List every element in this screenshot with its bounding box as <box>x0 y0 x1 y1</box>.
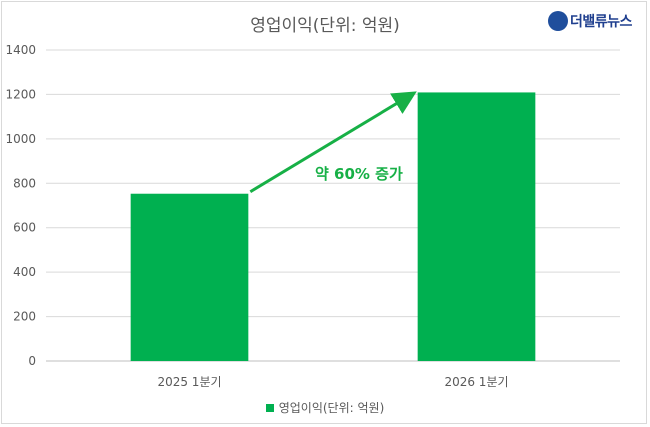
legend-swatch <box>265 403 274 412</box>
x-tick-label: 2026 1분기 <box>444 375 508 389</box>
bar <box>130 193 249 361</box>
bar <box>417 92 536 361</box>
brand-logo: 더밸류뉴스 <box>548 9 632 33</box>
logo-icon <box>548 11 568 31</box>
legend-label: 영업이익(단위: 억원) <box>278 401 385 415</box>
y-tick-label: 0 <box>28 354 36 368</box>
y-tick-label: 1200 <box>5 87 36 101</box>
legend: 영업이익(단위: 억원) <box>0 399 650 416</box>
chart-title: 영업이익(단위: 억원) <box>250 16 400 36</box>
annotation-label: 약 60% 증가 <box>315 165 403 183</box>
y-tick-label: 1000 <box>5 132 36 146</box>
annotation-arrow <box>249 91 417 194</box>
y-tick-label: 400 <box>13 265 36 279</box>
y-tick-label: 200 <box>13 310 36 324</box>
x-tick-label: 2025 1분기 <box>157 375 221 389</box>
y-tick-label: 600 <box>13 221 36 235</box>
y-tick-label: 800 <box>13 176 36 190</box>
logo-text: 더밸류뉴스 <box>570 14 632 30</box>
y-tick-label: 1400 <box>5 43 36 57</box>
